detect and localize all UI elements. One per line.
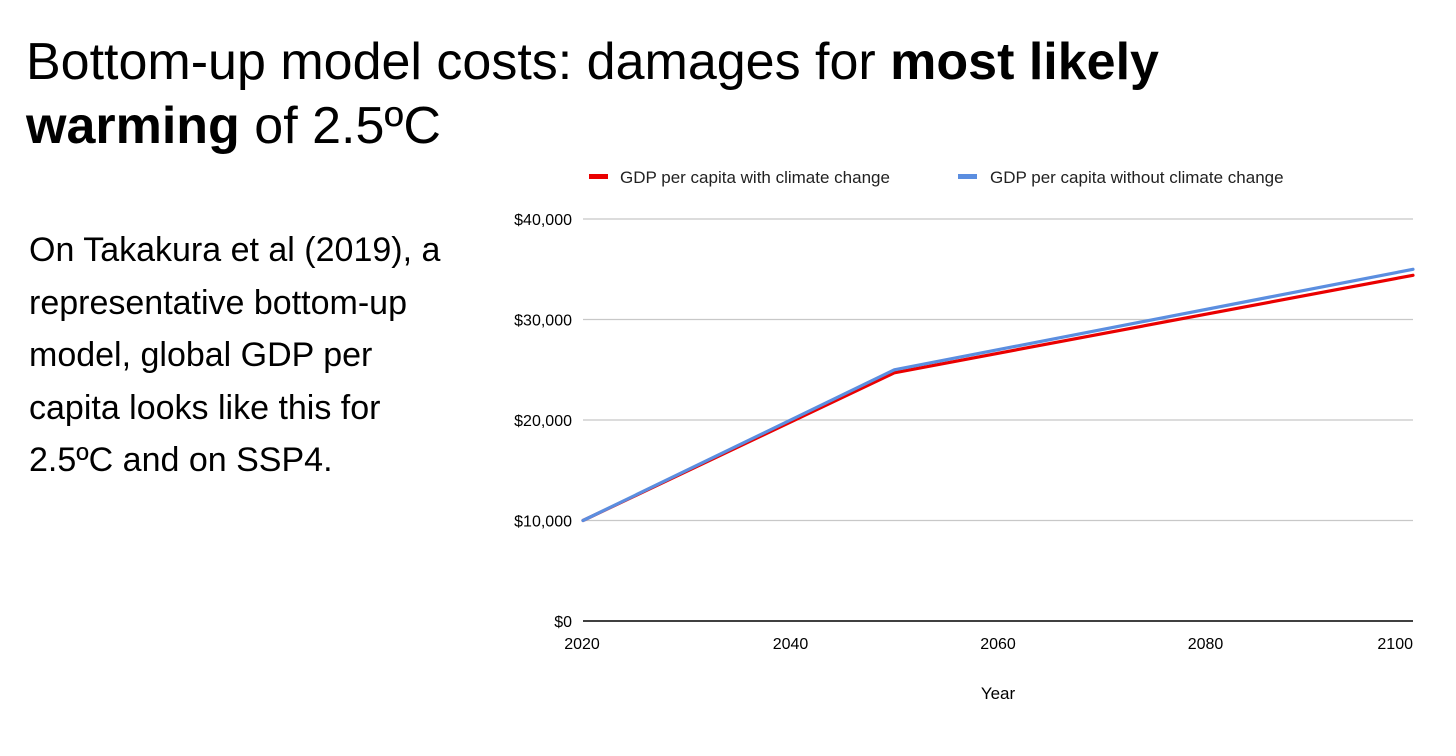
title-text-1: Bottom-up model costs: damages for: [26, 33, 891, 91]
x-tick-label: 2060: [980, 636, 1016, 653]
series-line-1: [581, 273, 1415, 523]
title-bold-1: most likely: [890, 33, 1159, 91]
y-tick-label: $40,000: [514, 212, 572, 229]
title-bold-2: warming: [26, 97, 240, 155]
legend-swatch-2: [958, 174, 977, 179]
x-tick-label: 2080: [1188, 636, 1224, 653]
x-axis-title: Year: [981, 684, 1016, 703]
y-tick-label: $10,000: [514, 514, 572, 531]
x-tick-label: 2100: [1377, 636, 1413, 653]
title-text-2: of 2.5ºC: [239, 97, 441, 155]
body-text: On Takakura et al (2019), a representati…: [29, 231, 441, 479]
y-tick-label: $0: [554, 614, 572, 631]
slide-title: Bottom-up model costs: damages for most …: [26, 30, 1226, 158]
x-tick-label: 2040: [773, 636, 809, 653]
x-tick-label: 2020: [564, 636, 600, 653]
y-tick-label: $20,000: [514, 413, 572, 430]
y-tick-label: $30,000: [514, 313, 572, 330]
legend-swatch-1: [589, 174, 608, 179]
series-line-2: [581, 267, 1415, 523]
legend-label-1: GDP per capita with climate change: [620, 168, 890, 187]
legend-label-2: GDP per capita without climate change: [990, 168, 1284, 187]
